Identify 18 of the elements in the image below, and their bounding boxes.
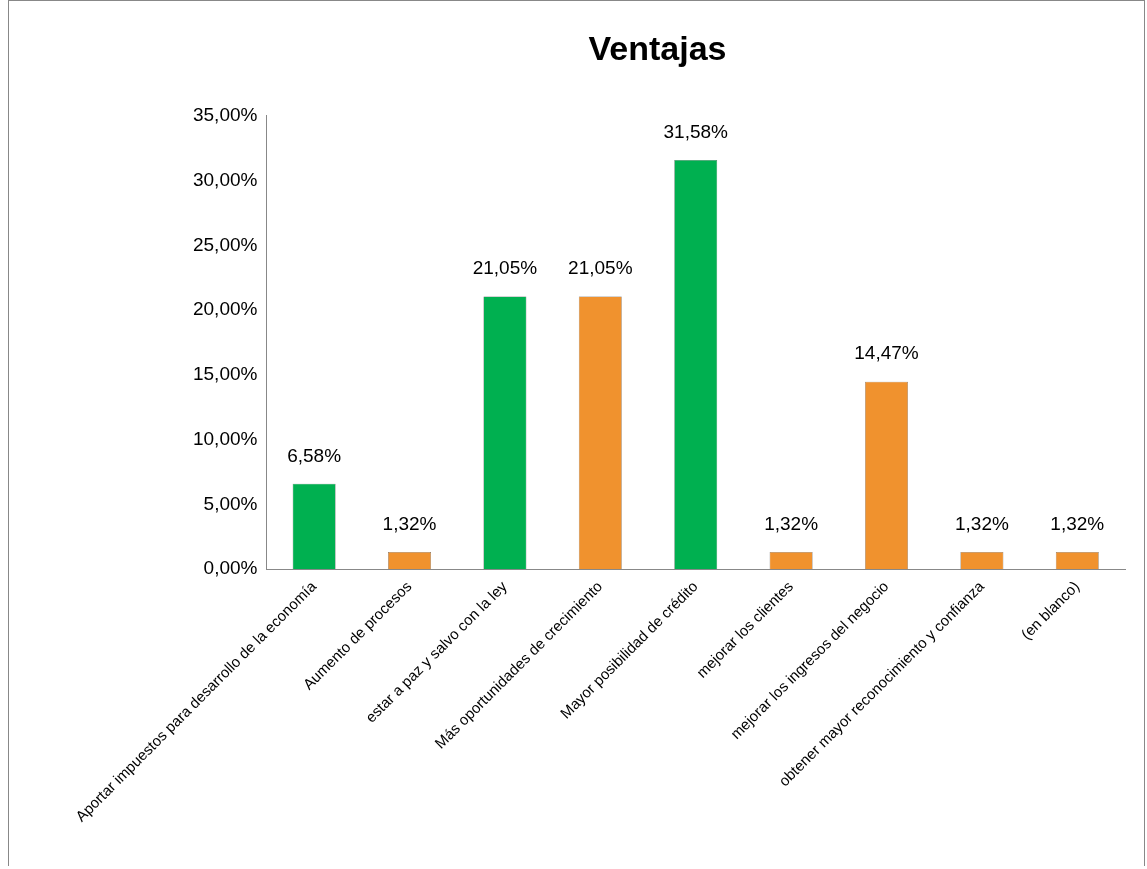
y-tick-label: 15,00%	[192, 363, 258, 385]
data-label: 1,32%	[382, 512, 437, 534]
data-label: 1,32%	[764, 512, 819, 534]
data-label: 21,05%	[472, 257, 538, 279]
data-label: 1,32%	[1050, 512, 1105, 534]
chart-title: Ventajas	[588, 28, 727, 67]
data-label: 21,05%	[568, 257, 633, 279]
data-label: 14,47%	[854, 342, 919, 364]
data-label: 31,58%	[663, 120, 729, 142]
y-tick-label: 35,00%	[192, 104, 258, 126]
y-tick-label: 25,00%	[192, 233, 258, 255]
data-label: 1,32%	[954, 512, 1009, 534]
y-tick-label: 30,00%	[192, 168, 258, 190]
y-tick-label: 10,00%	[192, 427, 258, 449]
y-tick-label: 5,00%	[203, 492, 258, 514]
y-tick-label: 0,00%	[203, 557, 258, 579]
data-label: 6,58%	[287, 444, 342, 466]
y-tick-label: 20,00%	[192, 298, 258, 320]
